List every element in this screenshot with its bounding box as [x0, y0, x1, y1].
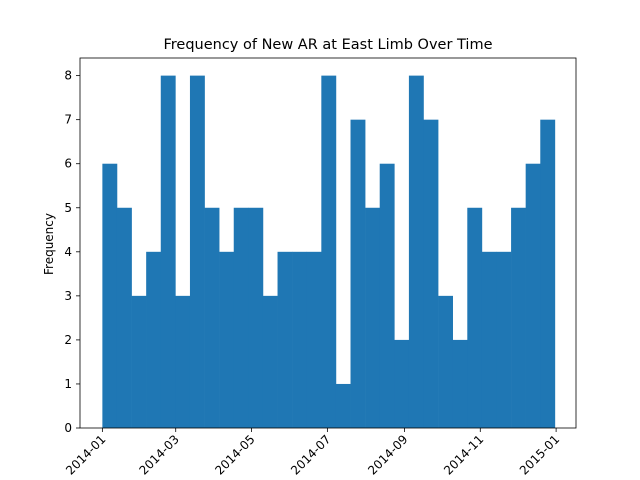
bars-group [102, 75, 556, 429]
y-axis: 0 1 2 3 4 5 6 7 8 [64, 69, 80, 435]
y-tick-label: 6 [64, 157, 72, 171]
histogram-bar [350, 119, 366, 429]
y-tick-label: 8 [64, 69, 72, 83]
histogram-bar [335, 383, 351, 428]
histogram-bar [452, 339, 468, 428]
histogram-bar [219, 251, 235, 428]
y-axis-label: Frequency [42, 213, 56, 275]
histogram-bar [408, 75, 424, 428]
plot-frame [79, 57, 577, 429]
histogram-bar [306, 251, 322, 428]
histogram-bar [496, 251, 512, 428]
y-tick-label: 5 [64, 201, 72, 215]
y-tick-label: 0 [64, 421, 72, 435]
histogram-bar [321, 75, 337, 428]
histogram-bar [146, 251, 162, 428]
chart-title: Frequency of New AR at East Limb Over Ti… [163, 37, 492, 53]
y-tick-label: 3 [64, 289, 72, 303]
histogram-bar [292, 251, 308, 428]
y-tick-label: 4 [64, 245, 72, 259]
histogram-bar [365, 207, 381, 428]
histogram-bar [394, 339, 410, 428]
histogram-bar [277, 251, 293, 428]
histogram-bar [175, 295, 191, 428]
y-tick-label: 7 [64, 113, 72, 127]
y-tick-label: 2 [64, 333, 72, 347]
histogram-bar [116, 207, 132, 428]
histogram-bar [438, 295, 453, 428]
histogram-bar [189, 75, 205, 428]
histogram-bar [379, 163, 395, 428]
histogram-bar [233, 207, 249, 428]
histogram-bar [481, 251, 497, 428]
histogram-bar [102, 163, 118, 428]
histogram-bar [423, 119, 439, 429]
histogram-bar [511, 207, 526, 428]
histogram-bar [248, 207, 264, 428]
histogram-bar [262, 295, 278, 428]
y-tick-label: 1 [64, 377, 72, 391]
histogram-bar [204, 207, 220, 428]
histogram-bar [467, 207, 483, 428]
histogram-bar [525, 163, 541, 428]
histogram-bar [131, 295, 147, 428]
histogram-bar [540, 119, 556, 429]
histogram-bar [160, 75, 176, 428]
